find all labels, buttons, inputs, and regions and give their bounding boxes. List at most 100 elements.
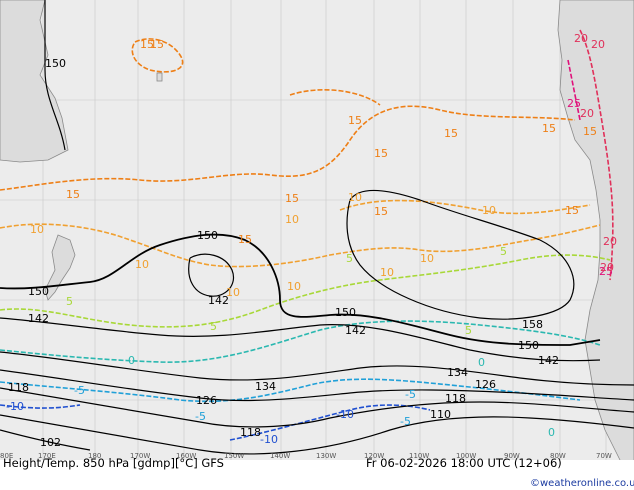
temp-label: 15	[285, 192, 299, 205]
longitude-label: 170E	[38, 452, 56, 460]
height-label: 126	[196, 394, 217, 407]
temp-minus10-contour	[229, 404, 431, 441]
height-label: 150	[28, 285, 49, 298]
height-label: 150	[518, 339, 539, 352]
temp-15-contour	[0, 105, 576, 191]
temp-label: 5	[346, 252, 353, 265]
new-zealand-land	[44, 234, 76, 301]
temp-15-contour	[289, 89, 381, 106]
height-158-contour	[346, 189, 575, 320]
temp-label: 0	[128, 354, 135, 367]
longitude-label: 70W	[596, 452, 612, 460]
longitude-label: 160W	[176, 452, 196, 460]
temp-label: -5	[400, 415, 411, 428]
temp-label: 10	[285, 213, 299, 226]
longitude-label: 120W	[364, 452, 384, 460]
height-label: 118	[445, 392, 466, 405]
temp-label: 0	[478, 356, 485, 369]
south-america-land	[557, 0, 634, 490]
temp-label: 25	[567, 97, 581, 110]
longitude-label: 110W	[409, 452, 429, 460]
height-label: 142	[28, 312, 49, 325]
temp-label: 5	[66, 295, 73, 308]
longitude-label: 180	[88, 452, 101, 460]
height-label: 150	[45, 57, 66, 70]
temp-label: 15	[348, 114, 362, 127]
temp-label: 15	[150, 38, 164, 51]
temp-label: 15	[374, 147, 388, 160]
temp-10-contour	[339, 199, 591, 215]
temp-label: -10	[336, 408, 354, 421]
height-label: 118	[8, 381, 29, 394]
temp-5-contour	[0, 254, 611, 328]
longitude-label: 150W	[224, 452, 244, 460]
height-102-contour	[0, 429, 91, 451]
height-150-contour	[44, 0, 66, 151]
height-labels: 150 150 150 142 142 142 150 150 158 142 …	[8, 57, 559, 449]
height-label: 134	[447, 366, 468, 379]
temp-25-contour	[567, 59, 581, 121]
temp-15-contour	[131, 38, 184, 73]
height-label: 102	[40, 436, 61, 449]
temp-label: -10	[260, 433, 278, 446]
temp-label: 10	[135, 258, 149, 271]
temp-label: 15	[444, 127, 458, 140]
temp-label: 10	[287, 280, 301, 293]
height-label: 126	[475, 378, 496, 391]
height-label: 142	[538, 354, 559, 367]
height-118-contour	[0, 387, 634, 428]
temperature-labels: 15 15 15 15 15 15 15 15 15 15 15 10 10 1…	[6, 32, 617, 446]
temp-label: -5	[74, 384, 85, 397]
temp-label: 20	[600, 261, 614, 274]
temperature-contours	[0, 29, 614, 441]
height-contours	[0, 0, 634, 455]
height-label: 142	[345, 324, 366, 337]
longitude-label: 140W	[270, 452, 290, 460]
temp-label: 15	[238, 233, 252, 246]
height-label: 150	[197, 229, 218, 242]
height-label: 110	[430, 408, 451, 421]
temp-label: 20	[580, 107, 594, 120]
height-label: 142	[208, 294, 229, 307]
temp-label: 20	[574, 32, 588, 45]
small-island	[156, 72, 163, 82]
height-134-contour	[0, 351, 634, 386]
temp-label: 10	[420, 252, 434, 265]
height-label: 118	[240, 426, 261, 439]
valid-time: Fr 06-02-2026 18:00 UTC (12+06)	[366, 456, 562, 470]
temp-label: 10	[30, 223, 44, 236]
temp-minus5-contour	[0, 378, 581, 403]
temp-label: 5	[210, 320, 217, 333]
temp-label: 10	[226, 286, 240, 299]
temp-label: 15	[66, 188, 80, 201]
temp-label: 15	[565, 204, 579, 217]
temp-20-contour	[579, 29, 614, 281]
temp-label: 10	[482, 204, 496, 217]
longitude-label: 100W	[456, 452, 476, 460]
longitude-label: 170W	[130, 452, 150, 460]
temp-label: 15	[583, 125, 597, 138]
longitude-axis: 80E 170E 180 170W 160W 150W 140W 130W 12…	[0, 452, 612, 460]
height-126-contour	[0, 369, 634, 402]
map-title: Height/Temp. 850 hPa [gdmp][°C] GFS	[3, 456, 224, 470]
longitude-label: 90W	[504, 452, 520, 460]
temp-label: 5	[500, 245, 507, 258]
temp-label: -5	[405, 388, 416, 401]
temp-10-contour	[0, 223, 601, 268]
height-142-contour	[188, 253, 234, 297]
temp-label: 15	[542, 122, 556, 135]
height-150-contour	[0, 233, 601, 346]
temp-label: 15	[374, 205, 388, 218]
temp-label: 5	[465, 324, 472, 337]
height-label: 150	[335, 306, 356, 319]
temp-label: -10	[6, 400, 24, 413]
longitude-label: 130W	[316, 452, 336, 460]
longitude-label: 80W	[550, 452, 566, 460]
temp-0-contour	[0, 320, 601, 363]
longitude-label: 80E	[0, 452, 13, 460]
temp-minus10-contour	[0, 404, 81, 409]
temp-label: 25	[599, 265, 613, 278]
